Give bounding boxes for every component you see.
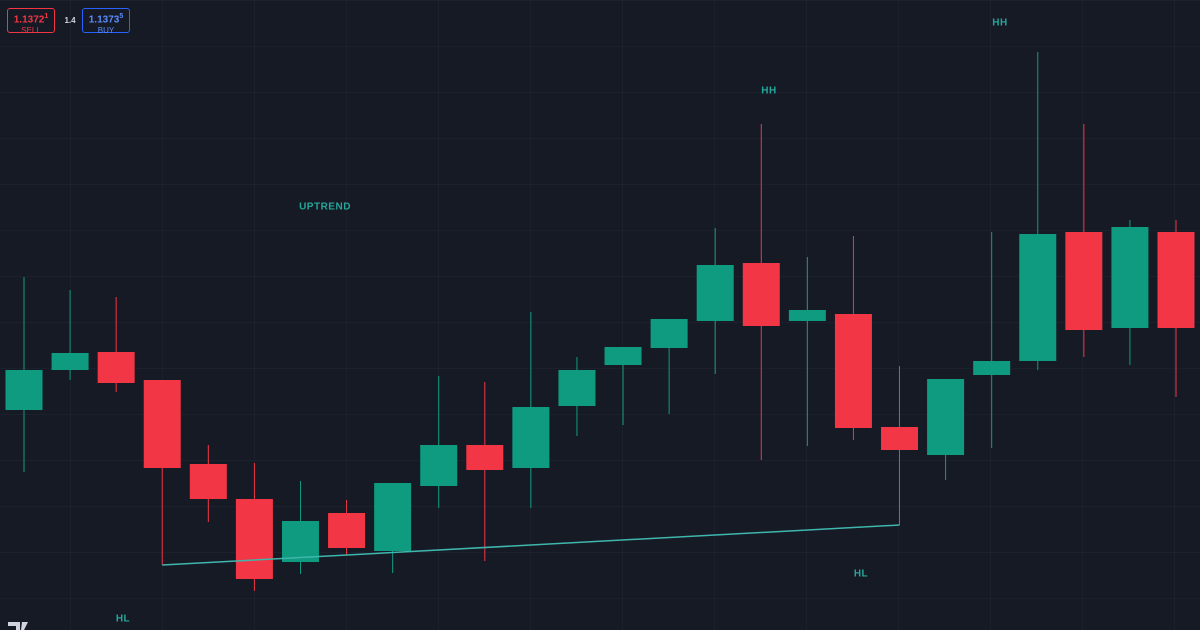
pip: 1 bbox=[44, 13, 49, 20]
sell-label: SELL bbox=[21, 26, 41, 36]
candle-body bbox=[235, 499, 273, 579]
candle-body bbox=[420, 445, 458, 486]
sell-price: 1.13721 bbox=[8, 11, 54, 25]
buy-label: BUY bbox=[97, 26, 115, 36]
candle-body bbox=[973, 361, 1011, 375]
candle-body bbox=[881, 427, 919, 450]
sell-button[interactable]: 1.13721 SELL bbox=[7, 8, 55, 36]
candle-body bbox=[834, 314, 872, 428]
buy-button[interactable]: 1.13735 BUY bbox=[82, 8, 130, 36]
annotation: HL bbox=[854, 569, 868, 580]
candle-body bbox=[788, 310, 826, 321]
candle-body bbox=[927, 379, 965, 455]
candle-body bbox=[281, 521, 319, 562]
candle-body bbox=[1157, 232, 1195, 328]
candle-body bbox=[742, 263, 780, 326]
candle-body bbox=[466, 445, 504, 470]
annotation: HH bbox=[992, 18, 1007, 29]
candle-body bbox=[374, 483, 412, 551]
candle-body bbox=[5, 370, 43, 410]
annotation: HH bbox=[761, 86, 776, 97]
candle-body bbox=[143, 380, 181, 468]
candle-body bbox=[51, 353, 89, 370]
candle-body bbox=[189, 464, 227, 499]
logo bbox=[8, 622, 28, 630]
candle-body bbox=[1111, 227, 1149, 328]
pip: 5 bbox=[119, 13, 124, 20]
candle-body bbox=[650, 319, 688, 348]
annotation: HL bbox=[116, 614, 130, 625]
candles bbox=[5, 52, 1195, 591]
candle-body bbox=[696, 265, 734, 321]
price: 1.1372 bbox=[13, 14, 45, 26]
candle-body bbox=[1019, 234, 1057, 361]
candle-body bbox=[328, 513, 366, 548]
trendline bbox=[162, 524, 900, 566]
candle-body bbox=[97, 352, 135, 383]
candle-body bbox=[512, 407, 550, 468]
spread: 1.4 bbox=[64, 16, 76, 25]
candle-body bbox=[604, 347, 642, 365]
buy-price: 1.13735 bbox=[83, 11, 129, 25]
price: 1.1373 bbox=[88, 14, 120, 26]
candle-body bbox=[1065, 232, 1103, 330]
annotation: UPTREND bbox=[299, 202, 351, 213]
candle-body bbox=[558, 370, 596, 406]
